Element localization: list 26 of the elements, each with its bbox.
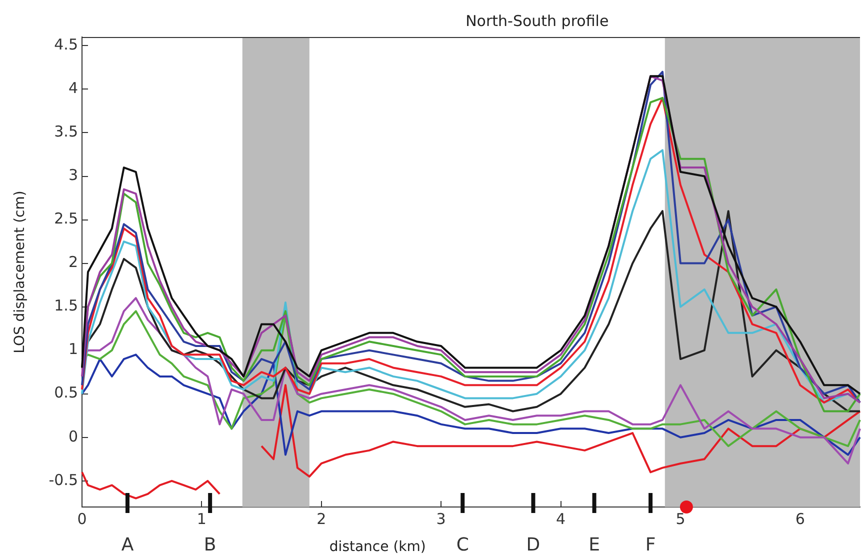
y-tick-label: 3 <box>68 166 78 184</box>
y-tick-label: 2.5 <box>54 210 78 228</box>
y-tick-label: 4 <box>68 79 78 98</box>
y-tick-label: 0 <box>68 427 78 446</box>
ref-line-label: B <box>204 534 216 556</box>
y-tick-label: 4.5 <box>54 36 78 54</box>
x-tick-label: 2 <box>316 510 326 528</box>
x-tick-label: 4 <box>556 510 566 528</box>
ref-line-label: D <box>526 534 540 556</box>
y-axis-title: LOS displacement (cm) <box>12 190 28 354</box>
ref-line-label: F <box>645 534 656 556</box>
y-tick-label: 1.5 <box>54 296 78 315</box>
ref-line-label: C <box>456 534 469 556</box>
y-tick-label: 0.5 <box>54 384 78 402</box>
ref-line-label: A <box>121 534 134 556</box>
chart-title: North-South profile <box>466 12 609 30</box>
ref-line-label: E <box>588 534 600 556</box>
x-tick-label: 6 <box>795 510 805 528</box>
y-tick-label: 3.5 <box>54 122 78 141</box>
x-tick-label: 5 <box>676 510 686 528</box>
x-tick-label: 1 <box>196 510 206 528</box>
x-axis-title: distance (km) <box>329 539 426 555</box>
y-tick-label: 2 <box>68 253 78 272</box>
x-tick-label: 3 <box>436 510 446 528</box>
y-tick-label: -0.5 <box>48 470 78 489</box>
y-tick-label: 1 <box>68 340 78 358</box>
